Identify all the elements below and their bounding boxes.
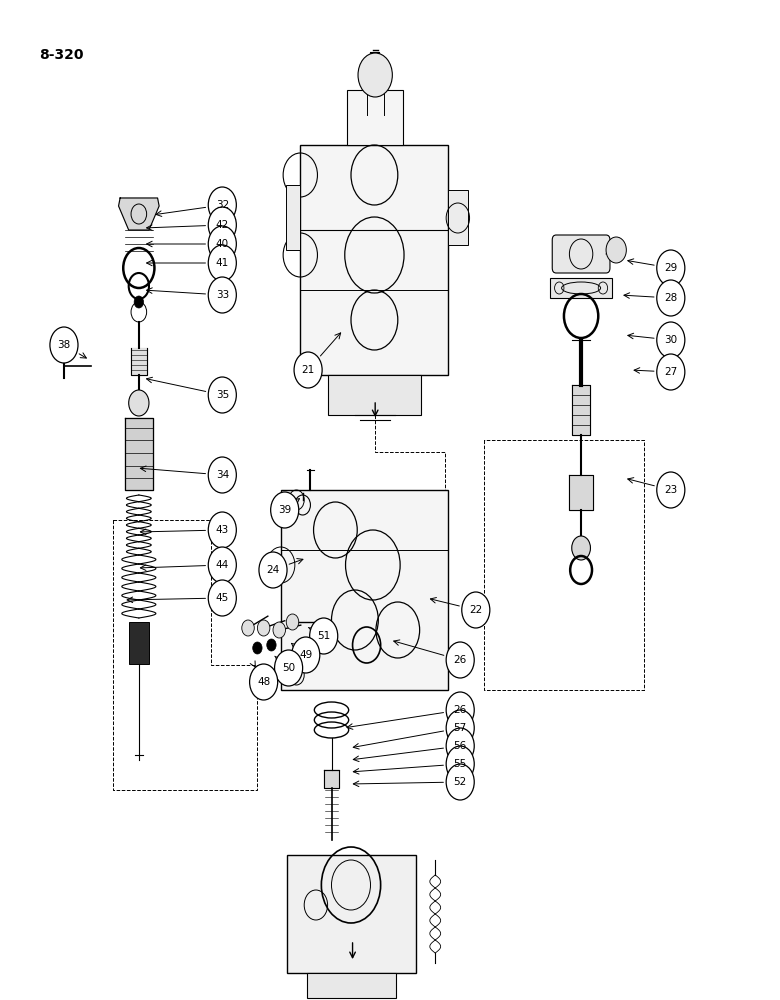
Circle shape <box>250 664 278 700</box>
Text: 22: 22 <box>470 605 482 615</box>
Text: 8-320: 8-320 <box>39 48 83 62</box>
Circle shape <box>358 53 392 97</box>
Polygon shape <box>572 385 590 435</box>
Text: 30: 30 <box>665 335 677 345</box>
Circle shape <box>208 226 236 262</box>
Text: 35: 35 <box>216 390 229 400</box>
Polygon shape <box>125 418 153 490</box>
Text: 44: 44 <box>216 560 229 570</box>
FancyBboxPatch shape <box>300 145 448 375</box>
Circle shape <box>134 296 144 308</box>
Circle shape <box>275 650 303 686</box>
Circle shape <box>208 377 236 413</box>
FancyBboxPatch shape <box>328 375 421 415</box>
Circle shape <box>462 592 490 628</box>
FancyBboxPatch shape <box>281 490 448 690</box>
Circle shape <box>208 547 236 583</box>
Polygon shape <box>119 198 159 230</box>
Circle shape <box>273 622 285 638</box>
FancyBboxPatch shape <box>552 235 610 273</box>
Circle shape <box>657 250 685 286</box>
Polygon shape <box>131 348 147 375</box>
FancyBboxPatch shape <box>286 185 300 250</box>
Circle shape <box>208 512 236 548</box>
Circle shape <box>208 457 236 493</box>
FancyBboxPatch shape <box>129 622 149 664</box>
Text: 40: 40 <box>216 239 229 249</box>
Circle shape <box>208 245 236 281</box>
Circle shape <box>446 710 474 746</box>
Text: 29: 29 <box>665 263 677 273</box>
Text: 50: 50 <box>282 663 295 673</box>
Circle shape <box>657 322 685 358</box>
Circle shape <box>271 492 299 528</box>
Text: 56: 56 <box>454 741 466 751</box>
Text: 49: 49 <box>300 650 312 660</box>
Text: 28: 28 <box>665 293 677 303</box>
Circle shape <box>253 642 262 654</box>
Text: 45: 45 <box>216 593 229 603</box>
Text: 48: 48 <box>257 677 270 687</box>
Circle shape <box>208 580 236 616</box>
Circle shape <box>446 692 474 728</box>
Circle shape <box>310 618 338 654</box>
Text: 55: 55 <box>454 759 466 769</box>
Circle shape <box>286 614 299 630</box>
Text: 33: 33 <box>216 290 229 300</box>
Text: 26: 26 <box>454 655 466 665</box>
Circle shape <box>446 764 474 800</box>
Circle shape <box>129 390 149 416</box>
Circle shape <box>242 620 254 636</box>
Polygon shape <box>569 475 593 510</box>
Circle shape <box>208 207 236 243</box>
Text: 52: 52 <box>454 777 466 787</box>
Text: 38: 38 <box>58 340 70 350</box>
Circle shape <box>657 354 685 390</box>
FancyBboxPatch shape <box>550 278 612 298</box>
Text: 39: 39 <box>278 505 291 515</box>
Text: 21: 21 <box>302 365 314 375</box>
FancyBboxPatch shape <box>287 855 416 973</box>
Circle shape <box>606 237 626 263</box>
Text: 57: 57 <box>454 723 466 733</box>
Circle shape <box>208 277 236 313</box>
Text: 43: 43 <box>216 525 229 535</box>
Circle shape <box>267 639 276 651</box>
Circle shape <box>257 620 270 636</box>
FancyBboxPatch shape <box>347 90 403 145</box>
Text: 26: 26 <box>454 705 466 715</box>
Circle shape <box>657 472 685 508</box>
Text: 42: 42 <box>216 220 229 230</box>
Text: 27: 27 <box>665 367 677 377</box>
Circle shape <box>208 187 236 223</box>
Text: 32: 32 <box>216 200 229 210</box>
Circle shape <box>657 280 685 316</box>
Text: 23: 23 <box>665 485 677 495</box>
Text: 41: 41 <box>216 258 229 268</box>
Text: 24: 24 <box>267 565 279 575</box>
FancyBboxPatch shape <box>307 973 396 998</box>
Circle shape <box>50 327 78 363</box>
Circle shape <box>292 637 320 673</box>
Circle shape <box>259 552 287 588</box>
Text: 34: 34 <box>216 470 229 480</box>
Circle shape <box>446 728 474 764</box>
FancyBboxPatch shape <box>448 190 468 245</box>
Circle shape <box>446 746 474 782</box>
Polygon shape <box>324 770 339 788</box>
Circle shape <box>572 536 590 560</box>
Text: 51: 51 <box>317 631 330 641</box>
Circle shape <box>294 352 322 388</box>
Circle shape <box>446 642 474 678</box>
